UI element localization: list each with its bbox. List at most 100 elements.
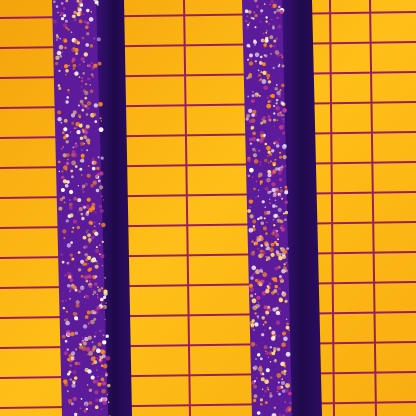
hot-speck xyxy=(69,190,73,194)
hot-speck xyxy=(75,348,77,350)
hot-speck xyxy=(55,62,58,65)
hot-speck xyxy=(78,290,81,293)
hot-speck xyxy=(81,154,85,158)
hot-speck xyxy=(95,390,99,394)
hot-speck xyxy=(252,91,253,92)
hot-speck xyxy=(100,209,104,213)
hot-speck xyxy=(101,389,106,394)
hot-speck xyxy=(263,44,265,46)
hot-speck xyxy=(276,320,280,324)
hot-speck xyxy=(260,9,263,12)
hot-speck xyxy=(266,314,268,316)
hot-speck xyxy=(65,74,67,76)
hot-speck xyxy=(81,86,82,87)
hot-speck xyxy=(70,279,73,282)
hot-speck xyxy=(73,153,78,158)
hot-speck xyxy=(64,46,67,49)
hot-speck xyxy=(89,17,94,22)
hot-speck xyxy=(64,119,68,123)
hot-speck xyxy=(279,10,283,14)
hot-speck xyxy=(247,59,249,61)
hot-speck xyxy=(87,142,90,145)
hot-speck xyxy=(247,24,249,26)
hot-speck xyxy=(267,352,269,354)
hot-speck xyxy=(66,153,70,157)
hot-speck xyxy=(98,62,102,66)
hot-speck xyxy=(248,109,252,113)
hot-speck xyxy=(101,195,103,197)
hot-speck xyxy=(76,304,80,308)
hot-speck xyxy=(249,54,253,58)
hot-speck xyxy=(270,376,273,379)
hot-speck xyxy=(99,205,102,208)
hot-speck xyxy=(282,124,284,126)
hot-speck xyxy=(96,246,98,248)
hot-speck xyxy=(93,294,94,295)
hot-speck xyxy=(84,130,89,135)
hot-speck xyxy=(251,251,255,255)
hot-speck xyxy=(76,313,78,315)
hot-speck xyxy=(62,335,66,339)
hot-speck xyxy=(88,238,92,242)
hot-speck xyxy=(95,275,97,277)
hot-speck xyxy=(269,327,271,329)
hot-speck xyxy=(94,336,96,338)
hot-speck xyxy=(96,306,100,310)
hot-speck xyxy=(269,247,274,252)
hot-speck xyxy=(280,187,281,188)
hot-speck xyxy=(270,0,274,4)
hot-speck xyxy=(83,324,87,328)
hot-speck xyxy=(261,377,265,381)
hot-speck xyxy=(72,258,74,260)
hot-speck xyxy=(273,45,276,48)
hot-speck xyxy=(103,307,105,309)
hot-speck xyxy=(269,153,272,156)
hot-speck xyxy=(252,176,254,178)
hot-speck xyxy=(284,401,286,403)
hot-speck xyxy=(87,174,91,178)
hot-speck xyxy=(86,295,90,299)
hot-speck xyxy=(86,211,89,214)
hot-speck xyxy=(81,57,85,61)
hot-speck xyxy=(275,159,277,161)
hot-speck xyxy=(97,296,99,298)
hot-speck xyxy=(265,256,267,258)
hot-speck xyxy=(99,223,101,225)
hot-speck xyxy=(252,274,254,276)
hot-speck xyxy=(280,168,284,172)
hot-speck xyxy=(82,286,83,287)
hot-speck xyxy=(260,71,262,73)
hot-speck xyxy=(107,394,108,395)
hot-speck xyxy=(267,170,271,174)
hot-speck xyxy=(286,407,289,410)
hot-speck xyxy=(101,408,103,410)
hot-speck xyxy=(90,258,91,259)
hot-speck xyxy=(266,146,271,151)
hot-speck xyxy=(89,242,91,244)
hot-speck xyxy=(249,22,250,23)
hot-speck xyxy=(64,274,67,277)
hot-speck xyxy=(103,334,105,336)
hot-speck xyxy=(89,401,93,405)
hot-speck xyxy=(69,213,73,217)
hot-speck xyxy=(87,311,91,315)
hot-speck xyxy=(264,379,269,384)
hot-speck xyxy=(253,399,256,402)
hot-speck xyxy=(248,175,251,178)
hot-speck xyxy=(273,277,278,282)
hot-speck xyxy=(269,283,272,286)
hot-speck xyxy=(275,50,280,55)
hot-speck xyxy=(85,43,89,47)
hot-speck xyxy=(269,4,270,5)
hot-speck xyxy=(73,64,77,68)
hot-speck xyxy=(58,207,62,211)
hot-speck xyxy=(107,384,110,387)
hot-speck xyxy=(249,206,251,208)
hot-speck xyxy=(264,217,266,219)
hot-speck xyxy=(279,152,281,154)
hot-speck xyxy=(103,296,106,299)
hot-speck xyxy=(271,7,272,8)
hot-speck xyxy=(71,384,75,388)
hot-speck xyxy=(251,342,256,347)
hot-speck xyxy=(261,222,264,225)
